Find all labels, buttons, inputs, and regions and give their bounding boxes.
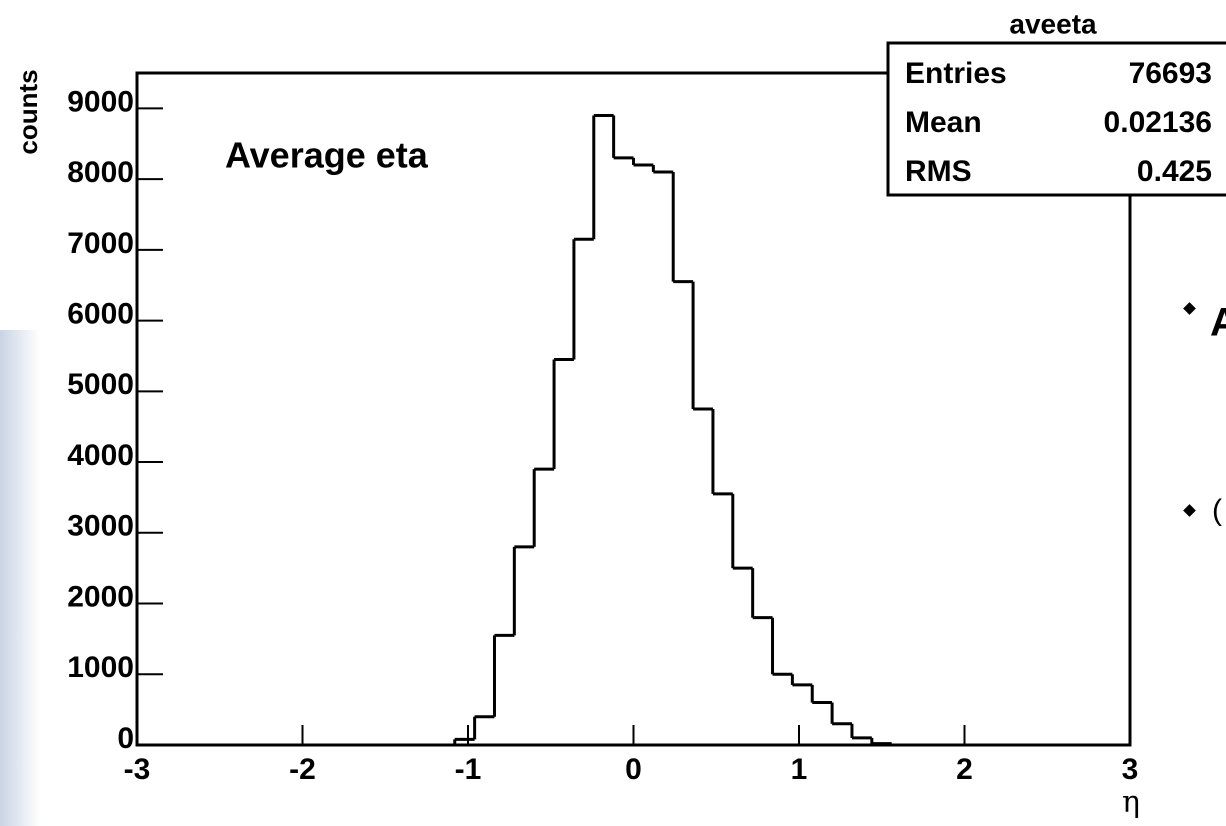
stats-label: Mean <box>905 106 982 139</box>
y-axis-label: counts <box>13 69 43 154</box>
slide-bullets: A ( <box>1183 301 1226 527</box>
bullet-text: A <box>1210 301 1226 345</box>
x-tick-label: -2 <box>289 753 316 786</box>
bullet-text: ( <box>1212 494 1222 527</box>
y-tick-label: 1000 <box>67 651 134 684</box>
stats-value: 0.02136 <box>1104 106 1212 139</box>
y-tick-label: 0 <box>117 722 134 755</box>
y-tick-label: 6000 <box>67 298 134 331</box>
y-tick-label: 4000 <box>67 439 134 472</box>
x-tick-label: -1 <box>455 753 482 786</box>
y-tick-label: 2000 <box>67 580 134 613</box>
chart-title: Average eta <box>225 135 429 176</box>
stats-value: 0.425 <box>1137 155 1212 188</box>
x-tick-label: -3 <box>124 753 151 786</box>
y-tick-label: 8000 <box>67 156 134 189</box>
stats-box: aveeta Entries 76693 Mean 0.02136 RMS 0.425 <box>886 8 1226 197</box>
y-tick-label: 7000 <box>67 227 134 260</box>
bullet-icon <box>1183 302 1196 315</box>
stats-label: Entries <box>905 57 1007 90</box>
bullet-icon <box>1183 504 1196 517</box>
slide-background <box>0 330 40 826</box>
x-tick-label: 1 <box>791 753 808 786</box>
stats-frame <box>886 41 1226 197</box>
y-tick-label: 5000 <box>67 368 134 401</box>
stats-value: 76693 <box>1129 57 1212 90</box>
y-tick-label: 3000 <box>67 510 134 543</box>
stats-label: RMS <box>905 155 972 188</box>
stats-title: aveeta <box>1009 8 1097 39</box>
x-axis-label: η <box>1122 785 1140 820</box>
x-tick-label: 2 <box>956 753 973 786</box>
y-tick-label: 9000 <box>67 85 134 118</box>
x-tick-label: 0 <box>625 753 642 786</box>
x-tick-label: 3 <box>1122 753 1139 786</box>
